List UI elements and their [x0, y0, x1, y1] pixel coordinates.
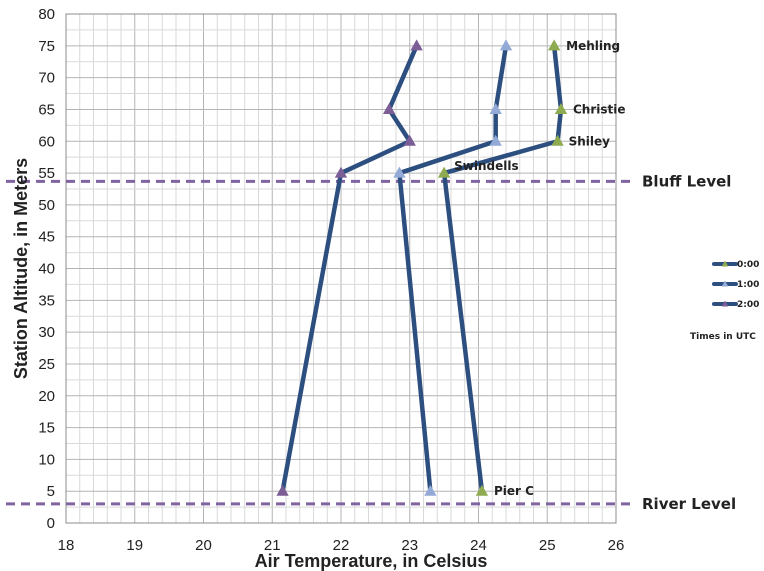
data-point — [551, 134, 564, 146]
legend-entry-label: 1:00 — [737, 280, 759, 290]
data-point — [276, 484, 289, 496]
data-point — [489, 102, 502, 114]
plot-frame — [65, 13, 617, 524]
x-tick-label: 19 — [126, 537, 143, 554]
reference-lines: Bluff Level River Level — [6, 172, 736, 513]
x-tick-label: 26 — [608, 537, 625, 554]
y-tick-label: 55 — [38, 165, 55, 182]
y-tick-label: 35 — [38, 292, 55, 309]
x-axis-ticks: 18 19 20 21 22 23 24 25 26 — [58, 537, 625, 554]
data-point — [393, 166, 406, 178]
data-point — [475, 484, 489, 496]
legend-marker — [721, 300, 729, 307]
x-tick-label: 25 — [539, 537, 556, 554]
y-tick-label: 20 — [38, 388, 55, 405]
data-point — [403, 134, 416, 146]
y-tick-label: 80 — [38, 6, 55, 23]
legend-entry-label: 0:00 — [737, 260, 759, 270]
data-point — [554, 102, 568, 114]
grid — [65, 13, 617, 524]
y-tick-label: 30 — [38, 324, 55, 341]
x-tick-label: 18 — [58, 537, 75, 554]
y-tick-label: 65 — [38, 101, 55, 118]
y-tick-label: 25 — [38, 356, 55, 373]
data-point — [382, 102, 396, 114]
data-point — [424, 484, 437, 496]
data-point — [334, 166, 348, 178]
x-axis-title: Air Temperature, in Celsius — [255, 551, 488, 571]
y-axis-title: Station Altitude, in Meters — [11, 158, 31, 379]
data-point — [499, 39, 513, 51]
station-label: Mehling — [566, 39, 620, 53]
y-tick-label: 70 — [38, 70, 55, 87]
station-labels: Pier C Swindells Shiley Christie Mehling — [454, 39, 625, 498]
legend: 0:00 1:00 2:00 Times in UTC — [690, 260, 759, 342]
reference-line-label: River Level — [642, 495, 736, 513]
y-tick-label: 10 — [38, 451, 55, 468]
x-tick-label: 23 — [401, 537, 418, 554]
legend-caption: Times in UTC — [690, 332, 756, 342]
station-label: Swindells — [454, 159, 518, 173]
legend-marker — [721, 280, 729, 287]
station-label: Pier C — [494, 484, 534, 498]
y-tick-label: 50 — [38, 197, 55, 214]
y-tick-label: 15 — [38, 420, 55, 437]
x-tick-label: 20 — [195, 537, 212, 554]
y-tick-label: 45 — [38, 229, 55, 246]
x-tick-label: 21 — [264, 537, 281, 554]
data-point — [410, 39, 423, 51]
plot-border — [65, 13, 617, 524]
y-tick-label: 60 — [38, 133, 55, 150]
series-markers — [276, 39, 568, 496]
legend-marker — [721, 260, 729, 267]
reference-line-label: Bluff Level — [642, 172, 731, 190]
data-point — [547, 39, 561, 51]
station-label: Christie — [573, 102, 626, 116]
y-tick-label: 75 — [38, 38, 55, 55]
data-point — [437, 166, 451, 178]
station-label: Shiley — [569, 134, 611, 148]
x-tick-label: 22 — [333, 537, 350, 554]
y-tick-label: 0 — [47, 515, 55, 532]
y-tick-label: 5 — [47, 483, 55, 500]
x-tick-label: 24 — [470, 537, 487, 554]
legend-entry-label: 2:00 — [737, 300, 759, 310]
data-point — [489, 134, 502, 146]
y-tick-label: 40 — [38, 261, 55, 278]
y-axis-ticks: 0 5 10 15 20 25 30 35 40 45 50 55 60 65 70 75 80 — [38, 6, 55, 532]
